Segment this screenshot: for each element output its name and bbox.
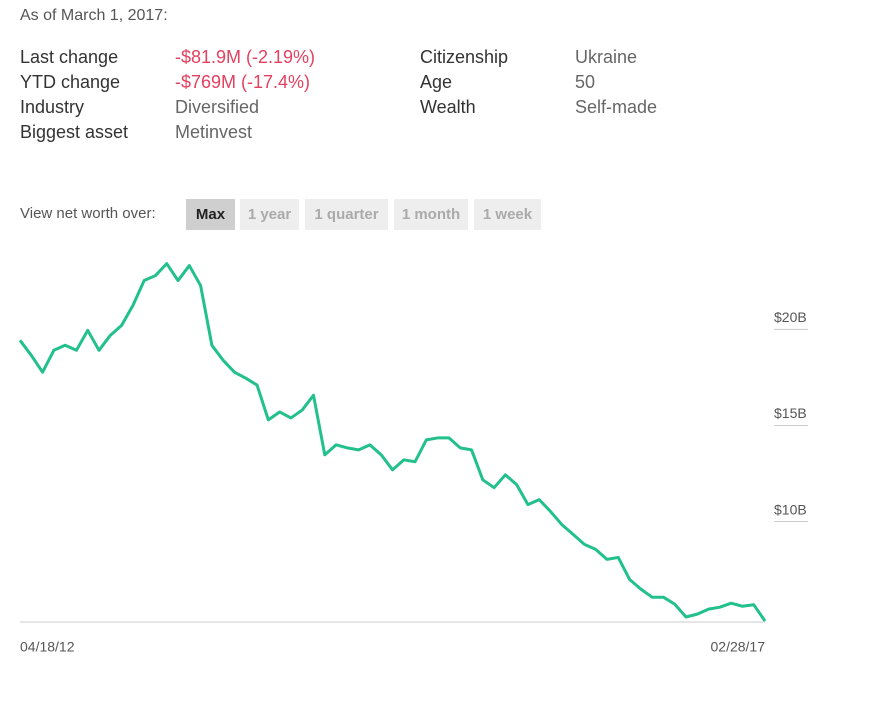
button-text: 1 month bbox=[402, 206, 460, 223]
stat-label: Age bbox=[420, 72, 452, 92]
x-tick-label: 02/28/17 bbox=[711, 639, 766, 655]
range-button[interactable]: Max bbox=[186, 199, 235, 230]
button-text: 1 year bbox=[248, 206, 292, 223]
stat-label: Wealth bbox=[420, 97, 476, 117]
button-bg bbox=[394, 199, 468, 230]
y-tick-label: $20B bbox=[774, 309, 807, 325]
stat-value: -$769M (-17.4%) bbox=[175, 72, 310, 92]
button-bg bbox=[305, 199, 388, 230]
stat-label: Biggest asset bbox=[20, 122, 128, 142]
stat-value: 50 bbox=[575, 72, 595, 92]
stat-label: Industry bbox=[20, 97, 84, 117]
x-tick-label: 04/18/12 bbox=[20, 639, 75, 655]
as-of: As of March 1, 2017: bbox=[20, 7, 168, 24]
range-button[interactable]: 1 week bbox=[474, 199, 541, 230]
y-tick-label: $10B bbox=[774, 501, 807, 517]
button-bg bbox=[240, 199, 299, 230]
range-button[interactable]: 1 quarter bbox=[305, 199, 388, 230]
range-label: View net worth over: bbox=[20, 205, 156, 222]
stat-value: Diversified bbox=[175, 97, 259, 117]
button-text: 1 quarter bbox=[314, 206, 378, 223]
range-button[interactable]: 1 month bbox=[394, 199, 468, 230]
stat-value: Ukraine bbox=[575, 47, 637, 67]
button-bg bbox=[474, 199, 541, 230]
button-text: 1 week bbox=[483, 206, 533, 223]
stat-value: -$81.9M (-2.19%) bbox=[175, 47, 315, 67]
button-bg bbox=[186, 199, 235, 230]
y-tick-label: $15B bbox=[774, 405, 807, 421]
stat-label: YTD change bbox=[20, 72, 120, 92]
stat-label: Last change bbox=[20, 47, 118, 67]
range-button[interactable]: 1 year bbox=[240, 199, 299, 230]
stat-value: Self-made bbox=[575, 97, 657, 117]
net-worth-line bbox=[18, 262, 767, 622]
stat-value: Metinvest bbox=[175, 122, 252, 142]
button-text: Max bbox=[196, 206, 226, 223]
stat-label: Citizenship bbox=[420, 47, 508, 67]
